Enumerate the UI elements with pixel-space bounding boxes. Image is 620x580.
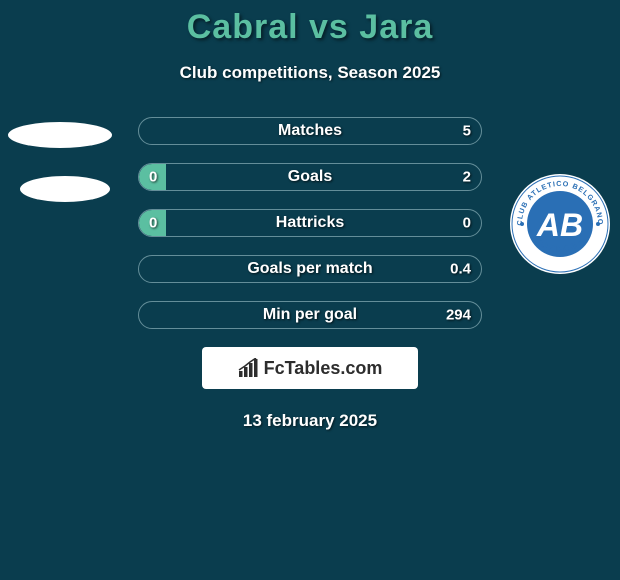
left-ellipse-1 (8, 122, 112, 148)
logo-label: FcTables.com (264, 358, 383, 379)
badge-letters: AB (536, 207, 583, 243)
stat-right-value: 2 (463, 169, 471, 186)
stat-label: Hattricks (276, 214, 344, 232)
stat-row-hattricks: 0 Hattricks 0 (138, 209, 482, 237)
stat-row-goals: 0 Goals 2 (138, 163, 482, 191)
left-ellipse-2 (20, 176, 110, 202)
fctables-logo-box: FcTables.com (202, 347, 418, 389)
page-title: Cabral vs Jara (0, 8, 620, 47)
stat-label: Goals per match (247, 260, 372, 278)
belgrano-badge-icon: CLUB ATLETICO BELGRANO CORDOBA AB (508, 172, 612, 276)
stat-right-value: 0 (463, 215, 471, 232)
stat-row-min-per-goal: Min per goal 294 (138, 301, 482, 329)
stat-label: Matches (278, 122, 342, 140)
stat-row-goals-per-match: Goals per match 0.4 (138, 255, 482, 283)
stat-right-value: 294 (446, 307, 471, 324)
subtitle: Club competitions, Season 2025 (0, 63, 620, 83)
club-badge: CLUB ATLETICO BELGRANO CORDOBA AB (508, 172, 612, 281)
stats-area: Matches 5 0 Goals 2 0 Hattricks 0 Goals … (138, 117, 482, 329)
bar-chart-icon (238, 358, 260, 378)
stat-left-value: 0 (149, 215, 157, 232)
left-decorative-shapes (8, 122, 112, 202)
date-text: 13 february 2025 (0, 411, 620, 431)
fctables-logo: FcTables.com (238, 358, 383, 379)
stat-right-value: 5 (463, 123, 471, 140)
stat-label: Goals (288, 168, 332, 186)
stat-right-value: 0.4 (450, 261, 471, 278)
stat-row-matches: Matches 5 (138, 117, 482, 145)
stat-label: Min per goal (263, 306, 357, 324)
stat-left-value: 0 (149, 169, 157, 186)
